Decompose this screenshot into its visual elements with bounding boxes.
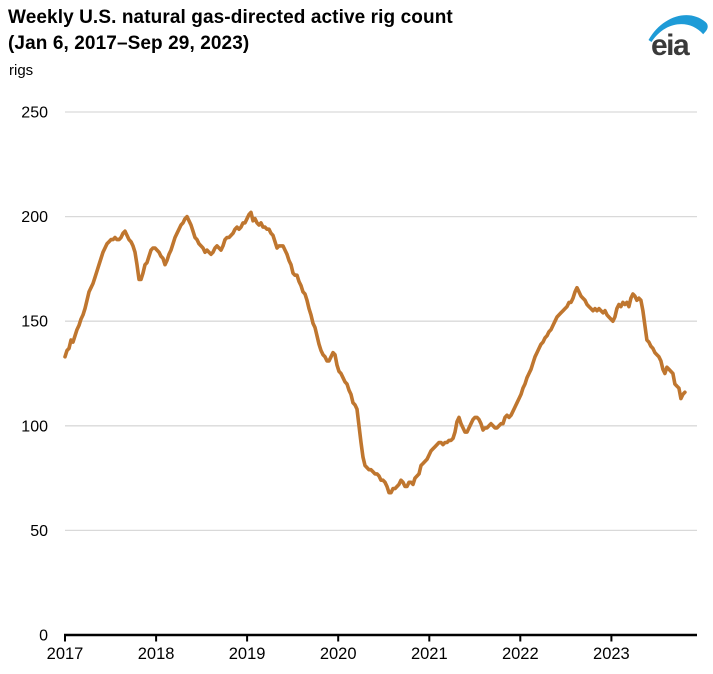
y-tick-label-250: 250 bbox=[21, 105, 48, 122]
x-tick-label-2019: 2019 bbox=[229, 645, 266, 663]
eia-logo-swoosh-icon bbox=[648, 15, 708, 42]
x-tick-label-2017: 2017 bbox=[47, 645, 84, 663]
x-tick-label-2022: 2022 bbox=[502, 645, 539, 663]
eia-logo-text: eia bbox=[651, 29, 690, 62]
y-axis-unit-label: rigs bbox=[9, 62, 34, 79]
chart-title-line2: (Jan 6, 2017–Sep 29, 2023) bbox=[8, 33, 250, 54]
x-tick-label-2023: 2023 bbox=[593, 645, 630, 663]
x-tick-label-2018: 2018 bbox=[138, 645, 175, 663]
y-tick-label-200: 200 bbox=[21, 209, 48, 226]
y-tick-label-0: 0 bbox=[39, 628, 48, 645]
y-tick-label-150: 150 bbox=[21, 314, 48, 331]
x-tick-label-2021: 2021 bbox=[411, 645, 448, 663]
x-tick-label-2020: 2020 bbox=[320, 645, 357, 663]
rig-count-line bbox=[63, 210, 687, 495]
y-tick-label-50: 50 bbox=[30, 523, 48, 540]
eia-logo: eia bbox=[648, 15, 708, 62]
chart-title-line1: Weekly U.S. natural gas-directed active … bbox=[8, 7, 453, 28]
y-tick-label-100: 100 bbox=[21, 418, 48, 435]
chart-title: Weekly U.S. natural gas-directed active … bbox=[8, 5, 453, 57]
